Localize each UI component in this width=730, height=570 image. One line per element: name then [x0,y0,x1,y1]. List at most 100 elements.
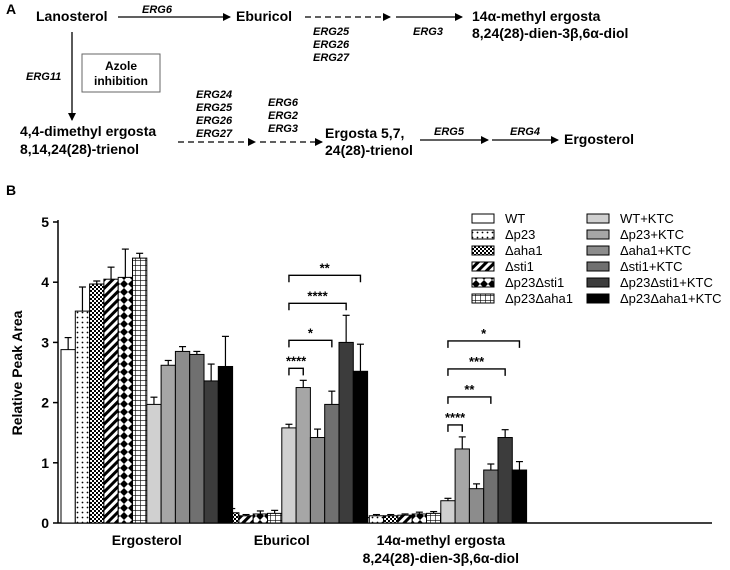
significance-bracket [288,274,362,283]
group-label: Eburicol [254,532,310,548]
enzyme-erg3-b: ERG3 [268,123,298,135]
bar [252,513,268,524]
legend-swatch [471,245,495,256]
enzyme-erg5: ERG5 [434,126,465,138]
bar [103,278,119,524]
enzyme-erg25: ERG25 [313,26,350,38]
bar [411,513,428,524]
significance-bracket [447,424,463,432]
legend-swatch [471,277,495,288]
significance-bracket [447,396,492,404]
bar [324,403,340,524]
bar [267,512,283,524]
node-lanosterol: Lanosterol [36,8,108,24]
bar [383,515,399,524]
legend-swatch [471,293,495,304]
bar [74,310,91,524]
significance-bracket [288,339,333,348]
legend-swatch [586,213,610,224]
azole-line1: Azole [105,59,137,73]
group-label: 14α-methyl ergosta [377,532,506,548]
node-methyl-ergosta-line1: 14α-methyl ergosta [472,8,601,24]
bar [132,257,148,524]
enzyme-erg26: ERG26 [313,39,350,51]
legend-swatch [586,277,610,288]
bar [397,514,413,524]
azole-inhibition-box [81,53,161,93]
legend-swatch [586,293,610,304]
enzyme-erg27-b: ERG27 [196,128,233,140]
bar [217,365,234,524]
panel-b-label: B [6,182,16,198]
bar [338,341,354,524]
enzyme-erg26-b: ERG26 [196,115,233,127]
bar [497,437,513,524]
legend-label: WT [505,211,525,226]
node-dimethyl-ergosta-line1: 4,4-dimethyl ergosta [20,123,156,139]
enzyme-erg6-b: ERG6 [268,97,299,109]
bar [468,488,485,524]
enzyme-erg11: ERG11 [26,71,61,83]
y-tick-label: 0 [41,515,49,531]
bar [426,512,442,524]
significance-label: * [308,325,314,340]
node-ergosterol: Ergosterol [564,131,634,147]
significance-label: **** [445,410,466,425]
legend-label: Δp23Δaha1+KTC [620,291,722,306]
significance-label: *** [469,354,485,369]
enzyme-erg6: ERG6 [142,4,173,16]
legend-label: Δsti1 [505,259,534,274]
node-methyl-ergosta-line2: 8,24(28)-dien-3β,6α-diol [472,25,628,41]
legend-swatch [471,213,495,224]
panel-a-label: A [6,1,16,17]
bar [203,380,219,524]
y-tick-label: 4 [41,274,49,290]
bar [309,437,326,524]
enzyme-erg3: ERG3 [413,26,443,38]
enzyme-erg27: ERG27 [313,52,350,64]
node-ergosta-trienol-line1: Ergosta 5,7, [325,125,404,141]
bar [440,500,456,524]
legend-label: Δaha1 [505,243,543,258]
bar [295,387,311,524]
legend-label: Δp23Δsti1 [505,275,564,290]
legend-swatch [586,261,610,272]
enzyme-erg25-b: ERG25 [196,102,233,114]
bar [454,448,470,524]
legend-label: Δsti1+KTC [620,259,683,274]
azole-line2: inhibition [94,74,148,88]
y-tick-label: 3 [41,334,49,350]
bar-chart: 0 1 2 3 4 5 Ergosterol Eburicol 14α-methyl ergos… [41,211,721,566]
bar [352,370,369,524]
legend-label: Δp23+KTC [620,227,684,242]
node-ergosta-trienol-line2: 24(28)-trienol [325,142,413,158]
group-label: 8,24(28)-dien-3β,6α-diol [363,550,519,566]
bar [511,469,528,524]
enzyme-erg2: ERG2 [268,110,298,122]
significance-label: * [481,326,487,341]
legend-swatch [586,245,610,256]
significance-label: **** [286,353,307,368]
group-label: Ergosterol [112,532,182,548]
significance-bracket [447,368,506,376]
bar [117,276,133,524]
bar [368,515,385,524]
bar [238,515,254,524]
y-tick-label: 1 [41,455,49,471]
significance-label: ** [320,260,331,275]
legend-label: Δp23 [505,227,535,242]
significance-label: **** [307,288,328,303]
legend-label: Δaha1+KTC [620,243,691,258]
node-dimethyl-ergosta-line2: 8,14,24(28)-trienol [20,141,139,157]
bar [60,349,76,524]
significance-label: ** [464,382,475,397]
legend-swatch [586,229,610,240]
significance-bracket [288,367,304,376]
enzyme-erg24: ERG24 [196,89,232,101]
bar [160,364,176,524]
bar [189,353,205,524]
node-eburicol: Eburicol [236,8,292,24]
y-axis-label: Relative Peak Area [9,310,25,435]
y-tick-label: 5 [41,214,49,230]
